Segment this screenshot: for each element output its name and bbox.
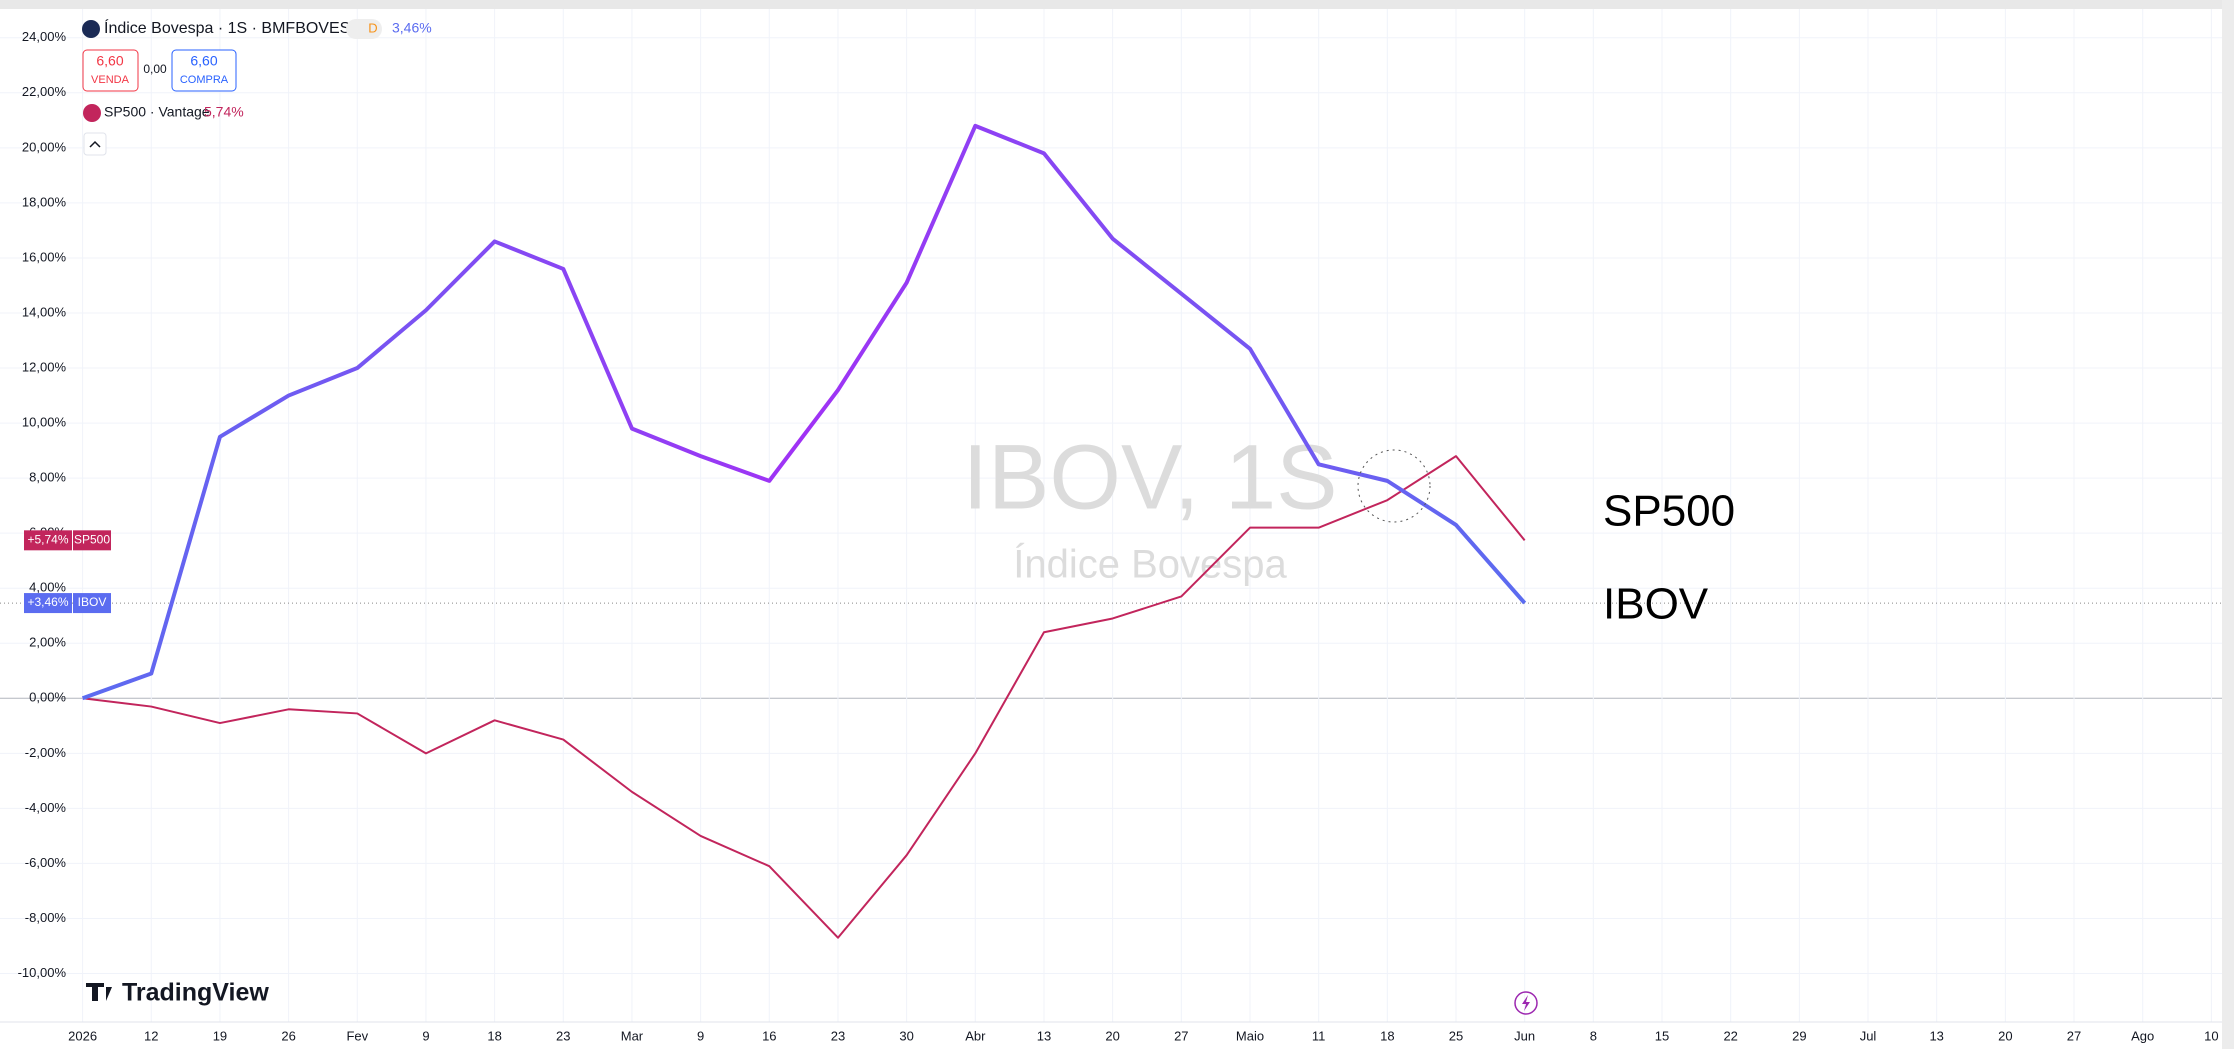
series-annotation: IBOV	[1603, 580, 1709, 629]
x-tick-label: Jul	[1860, 1028, 1877, 1043]
y-tick-label: 4,00%	[29, 580, 66, 595]
price-label: +3,46%	[27, 595, 68, 609]
y-tick-label: -8,00%	[25, 910, 67, 925]
logo: TradingView	[122, 979, 269, 1007]
x-tick-label: 16	[762, 1028, 776, 1043]
x-tick-label: Mar	[621, 1028, 644, 1043]
series-line	[81, 123, 1527, 701]
y-tick-label: 0,00%	[29, 690, 66, 705]
x-tick-label: 20	[1105, 1028, 1119, 1043]
x-tick-label: 11	[1312, 1028, 1326, 1043]
highlight-circle	[1357, 449, 1431, 523]
compare: SP500 · Vantage	[104, 104, 210, 120]
event-bolt	[1522, 995, 1530, 1011]
sell-button[interactable]	[82, 49, 139, 92]
x-tick-label: 19	[213, 1028, 227, 1043]
x-tick-label: Fev	[346, 1028, 368, 1043]
x-tick-label: 12	[144, 1028, 158, 1043]
y-tick-label: 16,00%	[22, 249, 67, 264]
x-tick-label: Abr	[965, 1028, 986, 1043]
y-tick-label: 18,00%	[22, 194, 67, 209]
x-tick-label: 15	[1655, 1028, 1669, 1043]
y-tick-label: 10,00%	[22, 415, 67, 430]
x-tick-label: 18	[487, 1028, 501, 1043]
y-tick-label: -2,00%	[25, 745, 67, 760]
x-tick-label: 29	[1792, 1028, 1806, 1043]
collapse-button[interactable]	[83, 132, 107, 156]
x-tick-label: 9	[697, 1028, 704, 1043]
price-name: SP500	[74, 532, 110, 546]
y-tick-label: -10,00%	[18, 965, 67, 980]
series-line	[82, 455, 1526, 939]
badge: D	[368, 20, 377, 35]
y-tick-label: 8,00%	[29, 470, 66, 485]
sell-label: VENDA	[91, 74, 130, 86]
event-icon[interactable]	[1514, 991, 1538, 1015]
x-tick-label: 20	[1998, 1028, 2012, 1043]
x-tick-label: 13	[1929, 1028, 1943, 1043]
x-tick-label: 18	[1380, 1028, 1394, 1043]
x-tick-label: 27	[1174, 1028, 1188, 1043]
top-bar	[0, 0, 2234, 9]
x-tick-label: 23	[556, 1028, 570, 1043]
x-tick-label: 23	[831, 1028, 845, 1043]
x-tick-label: 30	[899, 1028, 913, 1043]
sell-price: 6,60	[96, 53, 123, 69]
x-tick-label: 8	[1590, 1028, 1597, 1043]
x-tick-label: 2026	[68, 1028, 97, 1043]
x-tick-label: 13	[1037, 1028, 1051, 1043]
collapse-icon	[89, 140, 101, 148]
x-tick-label: Maio	[1236, 1028, 1264, 1043]
x-tick-label: Jun	[1514, 1028, 1535, 1043]
logo-icon	[86, 983, 112, 1001]
price-label-bg	[24, 593, 72, 614]
price-label: +5,74%	[27, 532, 68, 546]
price-label-bg	[24, 530, 72, 551]
right-edge	[2222, 0, 2234, 1049]
badge-bg	[346, 19, 382, 39]
series-annotation: SP500	[1603, 487, 1735, 536]
buy-price: 6,60	[190, 53, 217, 69]
x-tick-label: 25	[1449, 1028, 1463, 1043]
compare-change: 5,74%	[204, 104, 244, 120]
change: 3,46%	[392, 20, 432, 36]
y-tick-label: 12,00%	[22, 359, 67, 374]
buy-button[interactable]	[171, 49, 237, 92]
price-name: IBOV	[78, 595, 107, 609]
spread: 0,00	[143, 62, 167, 76]
y-tick-label: -4,00%	[25, 800, 67, 815]
symbol: Índice Bovespa · 1S · BMFBOVESPA	[104, 18, 371, 37]
y-tick-label: 24,00%	[22, 29, 67, 44]
compare-icon	[83, 104, 101, 122]
x-tick-label: 27	[2067, 1028, 2081, 1043]
x-tick-label: 10	[2204, 1028, 2218, 1043]
buy-label: COMPRA	[180, 74, 229, 86]
x-tick-label: 22	[1723, 1028, 1737, 1043]
price-name-bg	[73, 530, 111, 551]
y-tick-label: 2,00%	[29, 635, 66, 650]
y-tick-label: -6,00%	[25, 855, 67, 870]
watermark-subtitle: Índice Bovespa	[1013, 542, 1287, 587]
price-name-bg	[73, 593, 111, 614]
x-tick-label: Ago	[2131, 1028, 2154, 1043]
y-tick-label: 20,00%	[22, 139, 67, 154]
y-tick-label: 14,00%	[22, 304, 67, 319]
symbol-icon	[82, 20, 100, 38]
x-tick-label: 9	[422, 1028, 429, 1043]
x-tick-label: 26	[281, 1028, 295, 1043]
y-tick-label: 22,00%	[22, 84, 67, 99]
watermark-title: IBOV, 1S	[962, 426, 1337, 528]
